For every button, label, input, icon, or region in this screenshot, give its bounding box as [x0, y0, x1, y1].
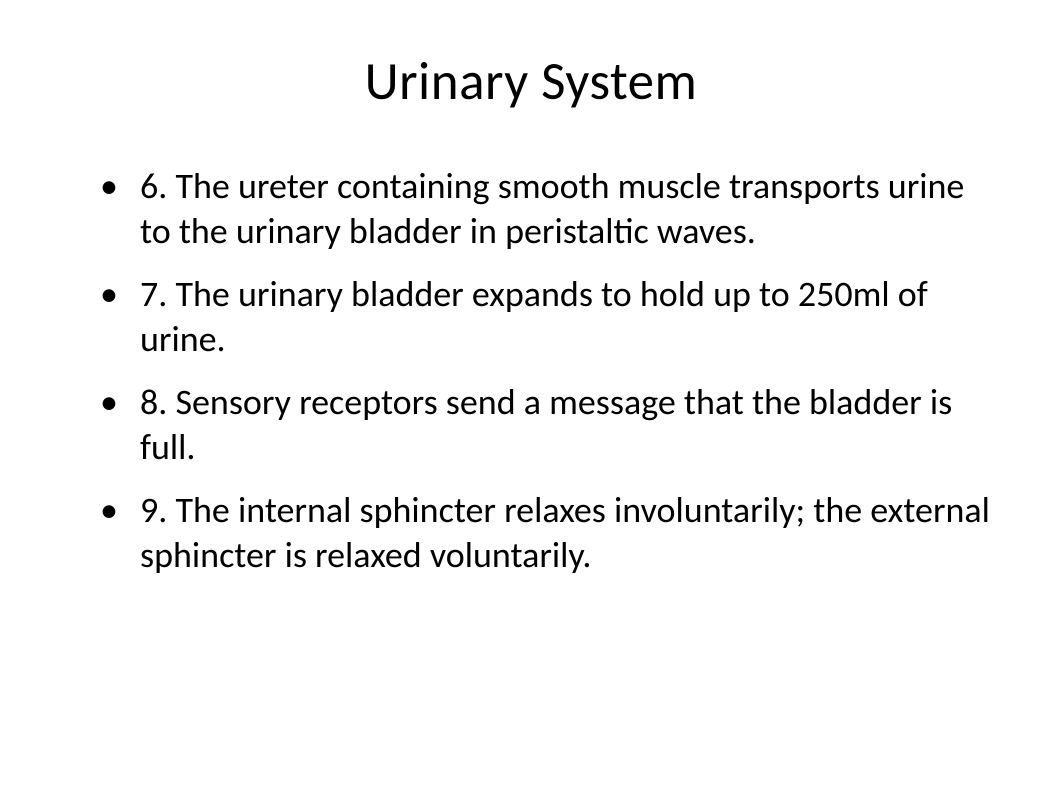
bullet-list: 6. The ureter containing smooth muscle t…: [70, 164, 992, 578]
bullet-item: 9. The internal sphincter relaxes involu…: [100, 488, 992, 578]
bullet-item: 6. The ureter containing smooth muscle t…: [100, 164, 992, 254]
bullet-item: 7. The urinary bladder expands to hold u…: [100, 272, 992, 362]
slide-container: Urinary System 6. The ureter containing …: [0, 0, 1062, 797]
slide-title: Urinary System: [70, 50, 992, 114]
bullet-item: 8. Sensory receptors send a message that…: [100, 380, 992, 470]
